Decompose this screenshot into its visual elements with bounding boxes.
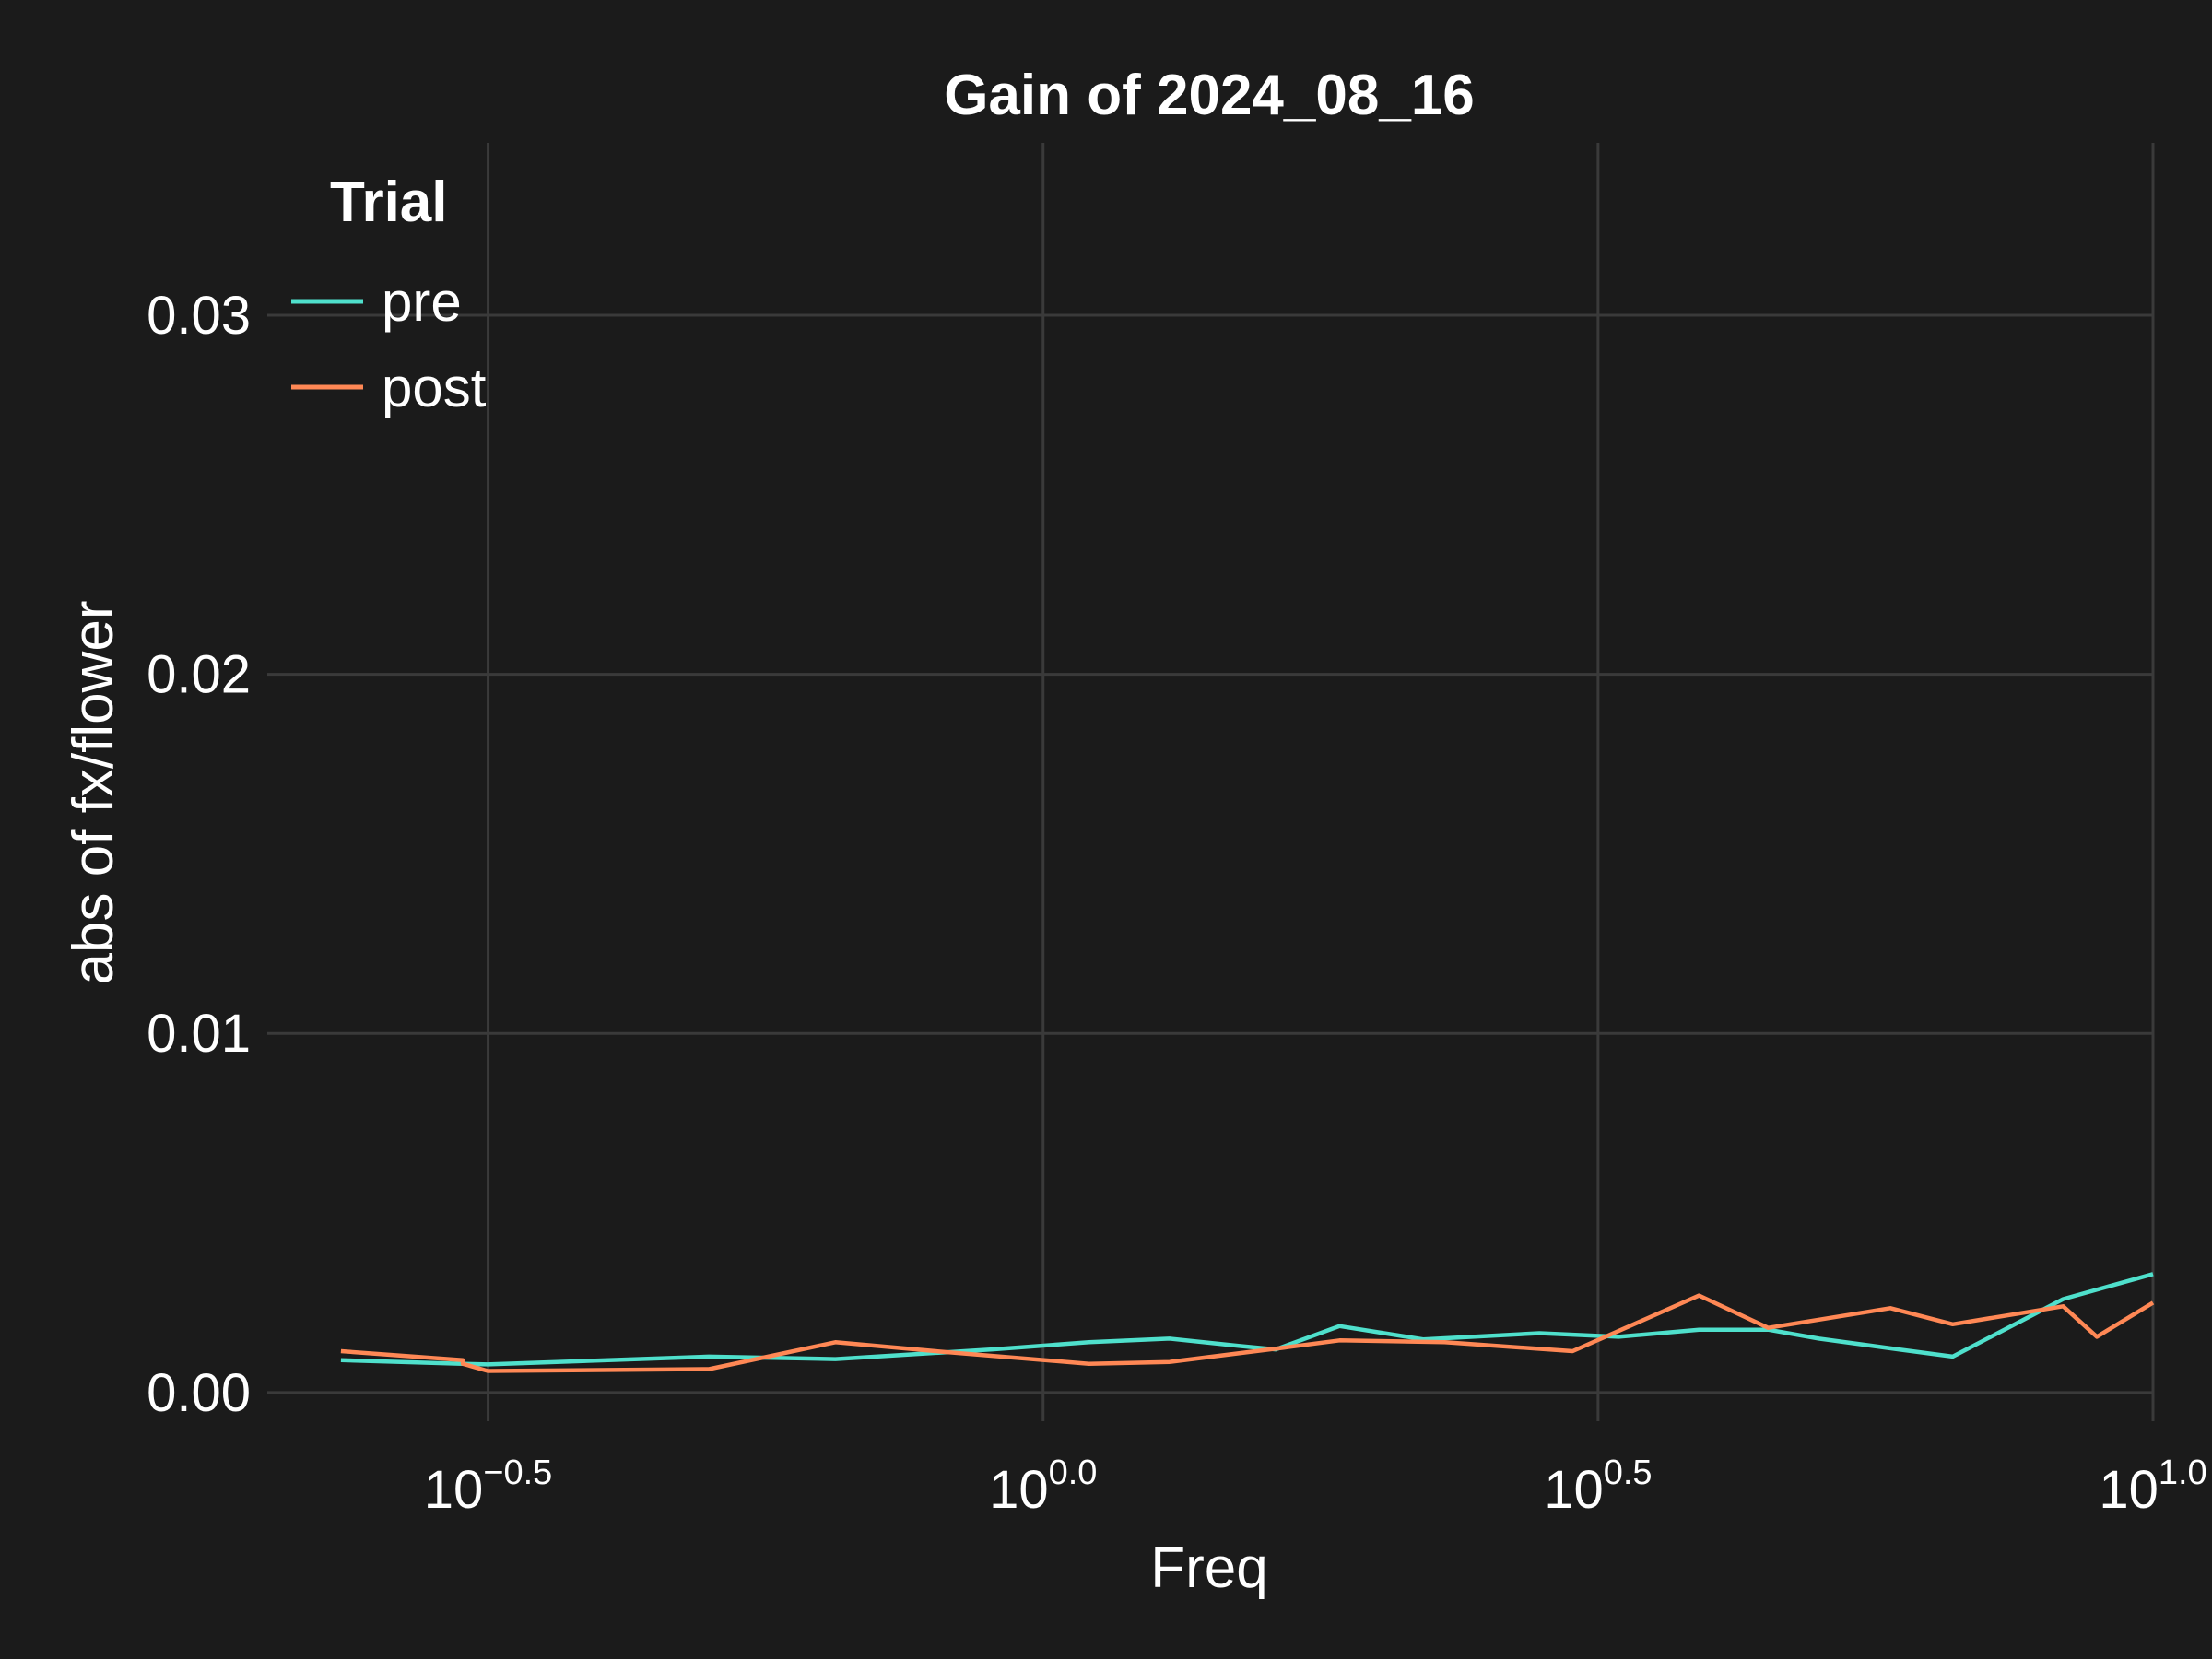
- series-lines: [340, 1272, 2155, 1373]
- x-axis-label: Freq: [1150, 1536, 1267, 1600]
- series-line-pre: [340, 1272, 2154, 1367]
- legend-label-pre: pre: [382, 271, 462, 333]
- grid: [267, 143, 2155, 1421]
- y-axis-label: abs of fx/flower: [62, 601, 125, 985]
- x-tick-label: 101.0: [2099, 1453, 2206, 1520]
- y-tick-label: 0.00: [147, 1363, 251, 1423]
- y-tick-labels: 0.00 0.01 0.02 0.03: [147, 286, 251, 1423]
- y-tick-label: 0.01: [147, 1004, 251, 1064]
- x-tick-labels: 10−0.5 100.0 100.5 101.0: [424, 1453, 2207, 1520]
- x-tick-label: 10−0.5: [424, 1453, 553, 1520]
- series-line-post: [340, 1293, 2155, 1373]
- chart-title: Gain of 2024_08_16: [944, 64, 1475, 127]
- legend-label-post: post: [382, 357, 487, 418]
- x-tick-label: 100.0: [989, 1453, 1097, 1520]
- y-tick-label: 0.02: [147, 645, 251, 705]
- x-tick-label: 100.5: [1544, 1453, 1652, 1520]
- y-tick-label: 0.03: [147, 286, 251, 346]
- legend: Trial pre post: [291, 171, 487, 418]
- legend-title: Trial: [330, 171, 448, 234]
